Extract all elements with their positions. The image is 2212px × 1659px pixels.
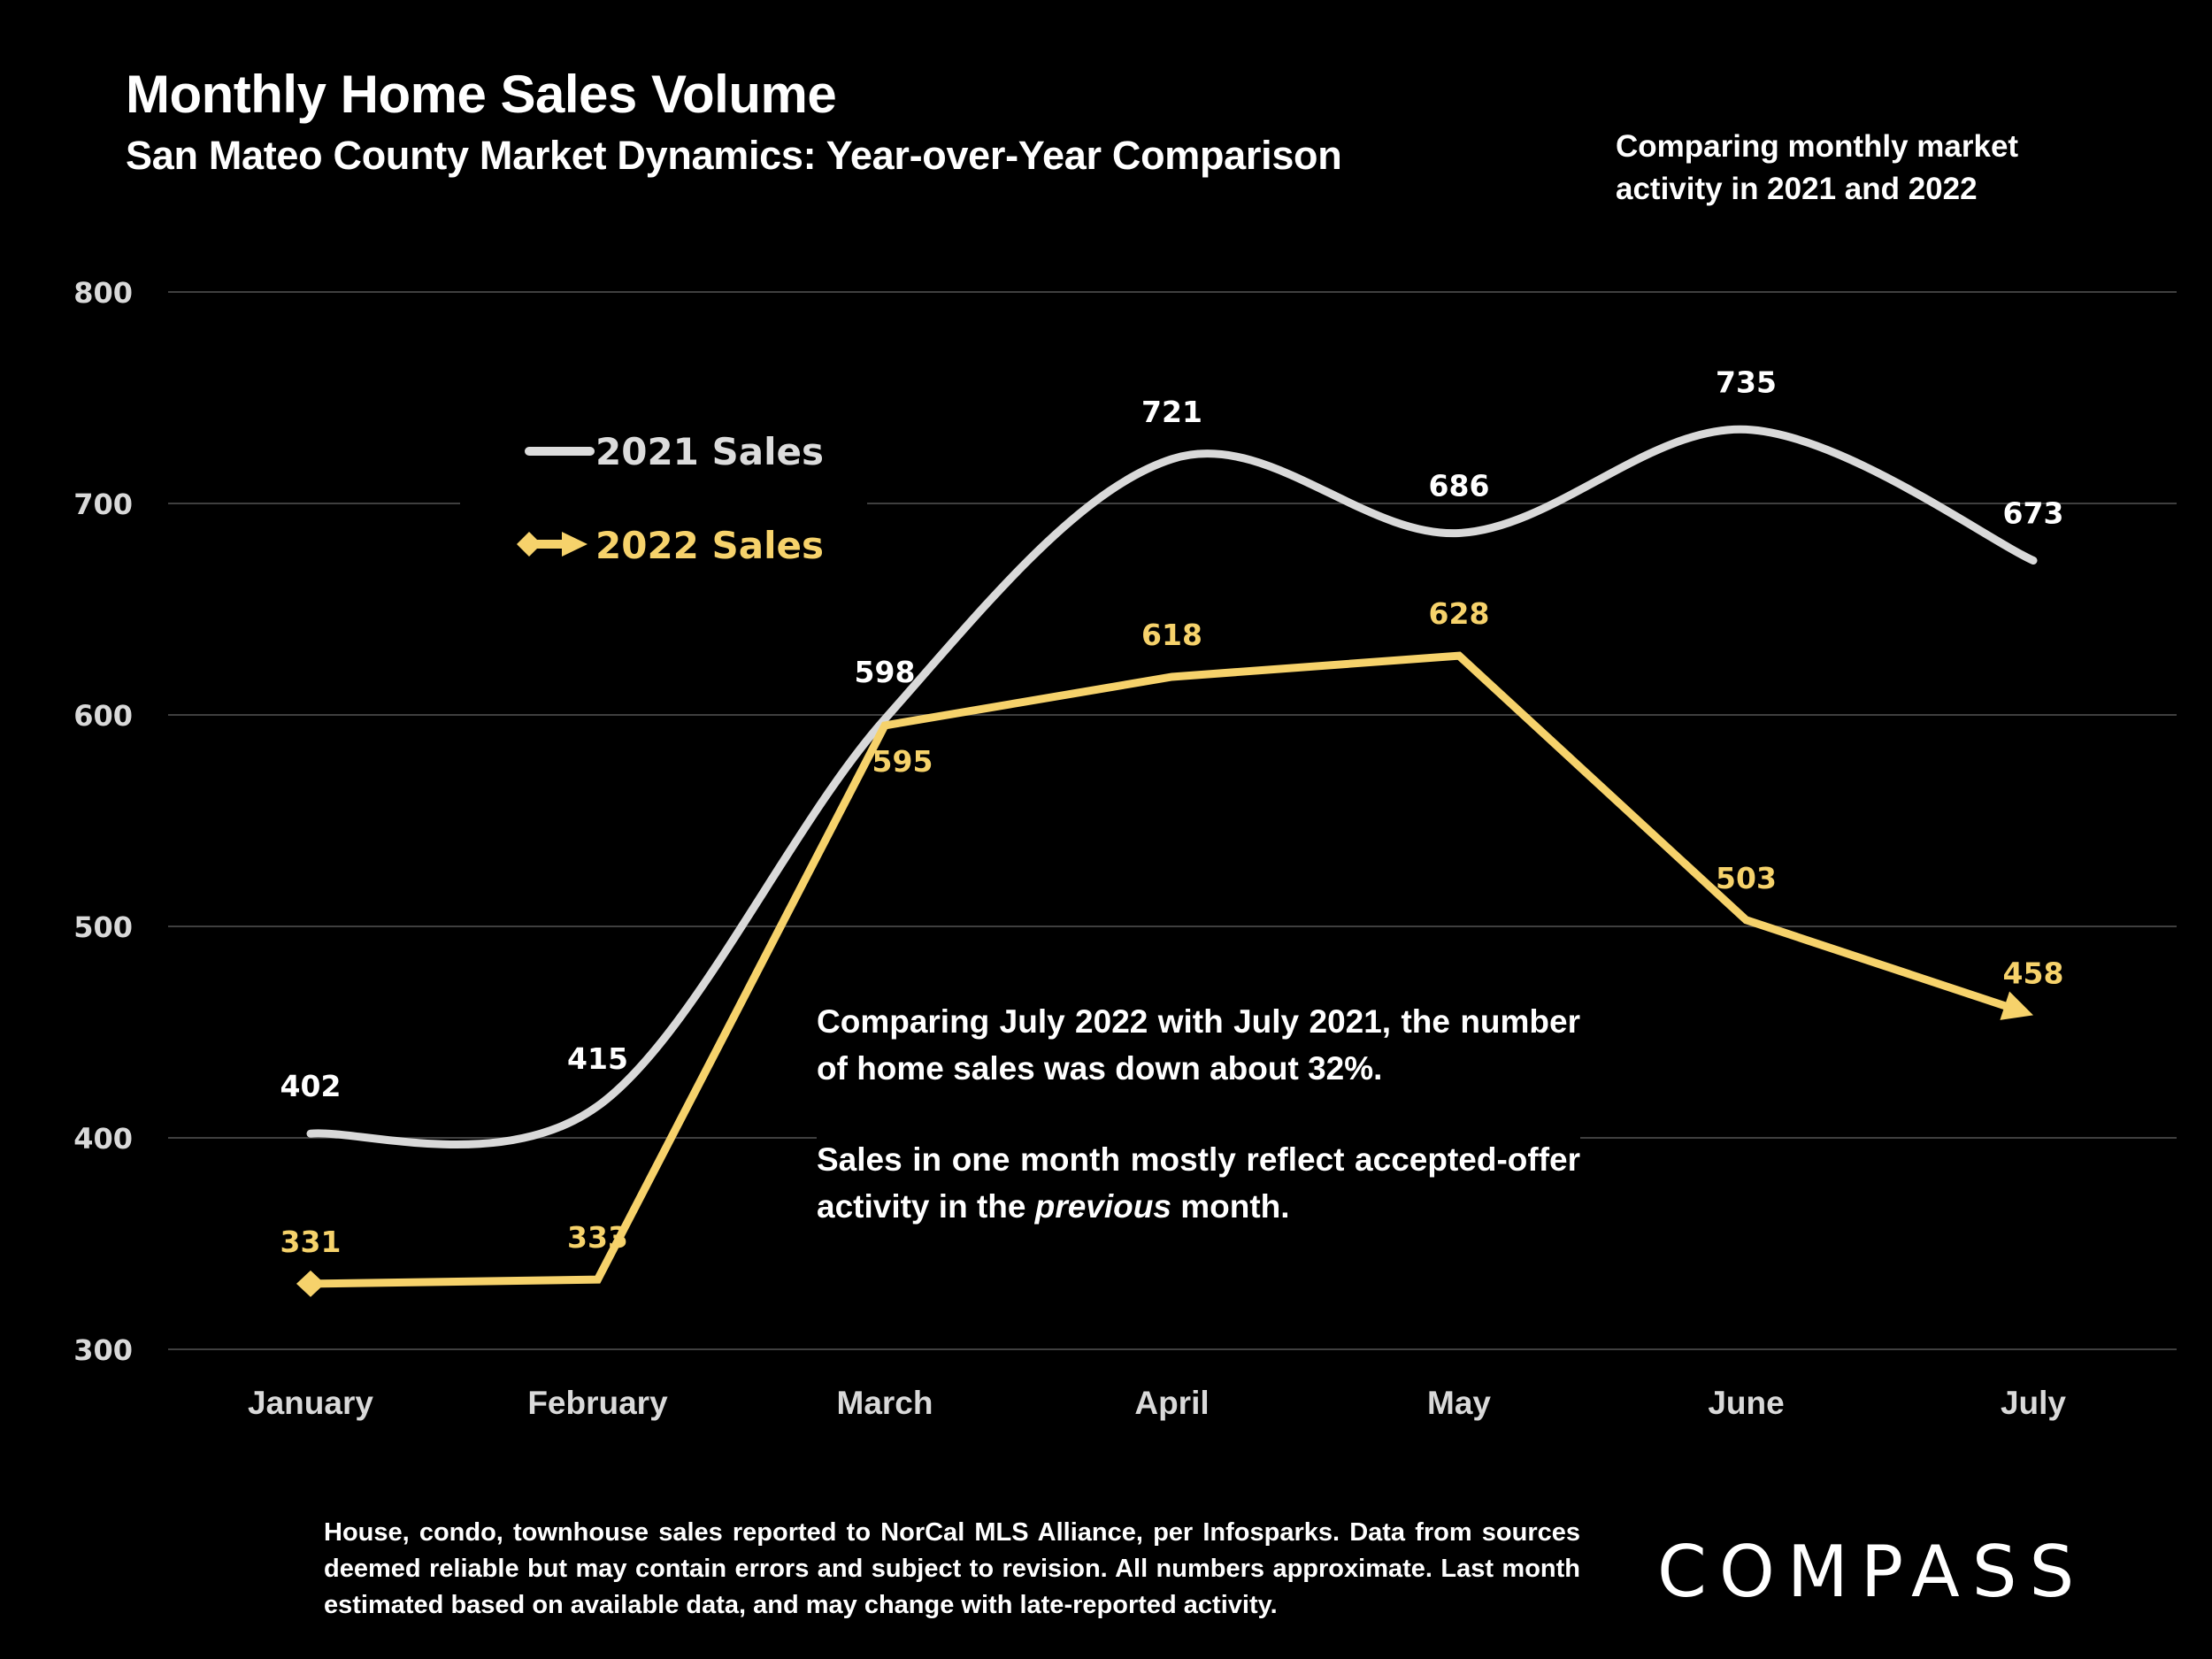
- x-tick-label: January: [248, 1385, 373, 1421]
- data-label-2021: 598: [855, 655, 916, 689]
- y-tick-label: 700: [73, 488, 133, 521]
- annotation-paragraph-1: Comparing July 2022 with July 2021, the …: [817, 1003, 1580, 1087]
- x-axis-ticks: January February March April May June July: [248, 1385, 2066, 1421]
- data-label-2022: 458: [2003, 956, 2064, 990]
- y-tick-label: 400: [73, 1122, 133, 1156]
- annotation-emphasis: previous: [1034, 1188, 1171, 1225]
- data-label-2022: 628: [1429, 596, 1490, 631]
- legend-arrow-icon: [562, 532, 588, 557]
- chart-title: Monthly Home Sales Volume: [126, 65, 837, 124]
- compass-logo: COMPASS: [1657, 1531, 2087, 1613]
- data-label-2021: 721: [1141, 395, 1202, 429]
- legend-label-2021: 2021 Sales: [595, 430, 824, 473]
- series-2022-line: [310, 651, 2020, 1288]
- data-label-2022: 333: [567, 1220, 628, 1255]
- series-2022-end-arrow: [2000, 991, 2033, 1020]
- legend-item-2022: 2022 Sales: [517, 524, 824, 567]
- data-label-2021: 673: [2003, 496, 2064, 531]
- annotation-paragraph-2: Sales in one month mostly reflect accept…: [817, 1136, 1580, 1230]
- y-tick-label: 800: [73, 276, 133, 310]
- data-label-2021: 415: [567, 1041, 628, 1076]
- legend-label-2022: 2022 Sales: [595, 524, 824, 567]
- y-tick-label: 500: [73, 910, 133, 944]
- x-tick-label: May: [1427, 1385, 1491, 1421]
- data-label-2021: 686: [1429, 468, 1490, 503]
- data-label-2022: 331: [280, 1225, 342, 1259]
- legend-item-2021: 2021 Sales: [525, 430, 824, 473]
- x-tick-label: February: [527, 1385, 668, 1421]
- series-lines: [296, 425, 2038, 1297]
- x-tick-label: June: [1708, 1385, 1784, 1421]
- comparison-note: Comparing monthly market activity in 202…: [1616, 129, 2019, 206]
- annotation-box: Comparing July 2022 with July 2021, the …: [817, 998, 1580, 1230]
- annotation-text: Sales in one month mostly reflect accept…: [817, 1141, 1580, 1225]
- chart-subtitle: San Mateo County Market Dynamics: Year-o…: [126, 133, 1342, 178]
- data-label-2021: 735: [1716, 365, 1777, 399]
- y-tick-label: 600: [73, 699, 133, 733]
- annotation-text-end: month.: [1171, 1188, 1290, 1225]
- footer-disclaimer: House, condo, townhouse sales reported t…: [324, 1518, 1580, 1619]
- legend-diamond-icon: [517, 532, 541, 557]
- data-label-2022: 503: [1716, 861, 1777, 895]
- x-tick-label: July: [2001, 1385, 2066, 1421]
- legend: 2021 Sales 2022 Sales: [460, 416, 867, 575]
- series-2022-start-diamond: [296, 1270, 325, 1297]
- data-label-2022: 595: [872, 744, 933, 779]
- x-tick-label: March: [837, 1385, 933, 1421]
- series-2021-line: [306, 425, 2038, 1148]
- y-axis-ticks: 300 400 500 600 700 800: [73, 276, 133, 1367]
- x-tick-label: April: [1134, 1385, 1209, 1421]
- data-label-2022: 618: [1141, 618, 1202, 652]
- data-labels: 402 415 598 721 686 735 673 331 333 595 618 628 503 4…: [280, 365, 2064, 1259]
- data-label-2021: 402: [280, 1069, 342, 1103]
- y-tick-label: 300: [73, 1333, 133, 1367]
